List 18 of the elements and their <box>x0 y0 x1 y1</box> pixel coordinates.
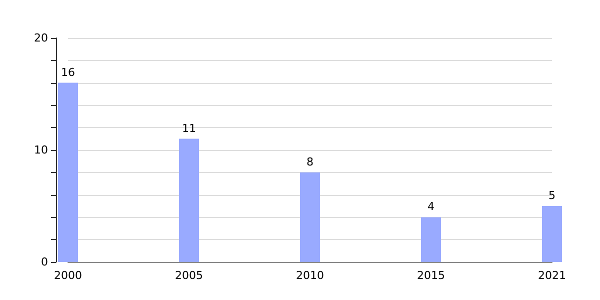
bar <box>542 206 562 262</box>
data-label: 5 <box>548 189 556 202</box>
bar <box>421 217 441 262</box>
data-label: 16 <box>61 66 75 79</box>
bar <box>179 138 199 262</box>
x-tick-label: 2021 <box>538 269 566 282</box>
data-label: 4 <box>428 200 434 214</box>
data-label: 8 <box>306 155 314 168</box>
y-tick-label: 20 <box>34 32 48 44</box>
x-tick-label: 2000 <box>54 269 82 282</box>
x-tick-label: 2010 <box>296 269 324 282</box>
bar <box>58 82 78 262</box>
x-tick-label: 2015 <box>417 269 445 282</box>
bar <box>300 172 320 262</box>
y-tick-label: 10 <box>34 144 48 156</box>
data-label: 11 <box>182 122 196 135</box>
y-tick-label: 0 <box>41 256 48 268</box>
x-tick-label: 2005 <box>175 269 203 282</box>
